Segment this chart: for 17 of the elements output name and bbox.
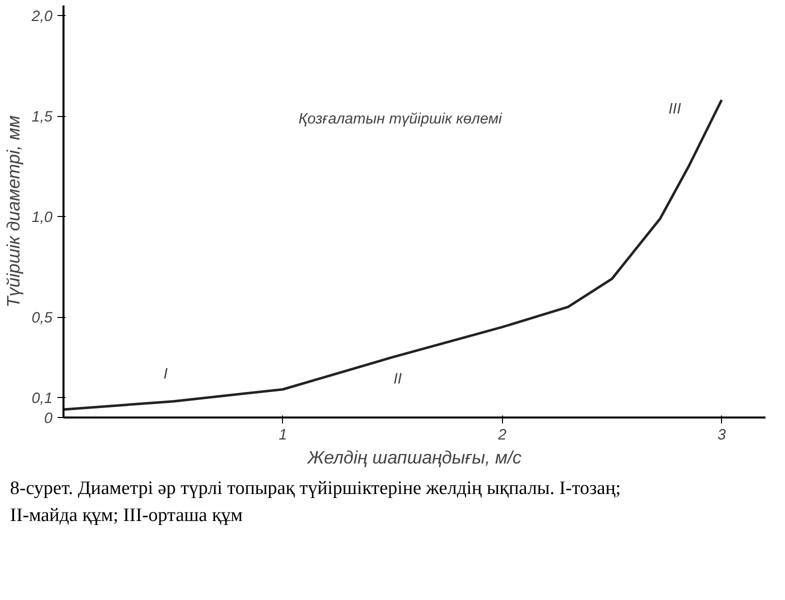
y-axis-title: Түйіршік диаметрі, мм bbox=[4, 115, 24, 308]
annotation: Қозғалатын түйіршік көлемі bbox=[298, 110, 502, 128]
y-tick-label: 2,0 bbox=[30, 8, 54, 26]
y-tick-label: 0 bbox=[44, 410, 54, 427]
y-tick-label: 1,5 bbox=[32, 108, 54, 126]
annotation: I bbox=[164, 366, 168, 382]
text: 8-сурет. Диаметрі әр түрлі топырақ түйіршіктеріне желдің ықпалы. I-тозаң; II-майда құм; III-орташа құм bbox=[10, 477, 622, 528]
y-tick-label: 0,5 bbox=[32, 310, 54, 327]
x-tick-label: 3 bbox=[717, 426, 726, 444]
annotation: II bbox=[394, 370, 402, 388]
y-tick-label: 0,1 bbox=[32, 390, 53, 407]
y-tick-label: 1,0 bbox=[32, 209, 54, 226]
x-tick-label: 1 bbox=[278, 426, 288, 444]
x-tick-label: 2 bbox=[497, 426, 508, 444]
annotation: III bbox=[668, 100, 682, 118]
line-series bbox=[64, 98, 723, 411]
x-axis-title: Желдің шапшаңдығы, м/с bbox=[306, 448, 522, 468]
